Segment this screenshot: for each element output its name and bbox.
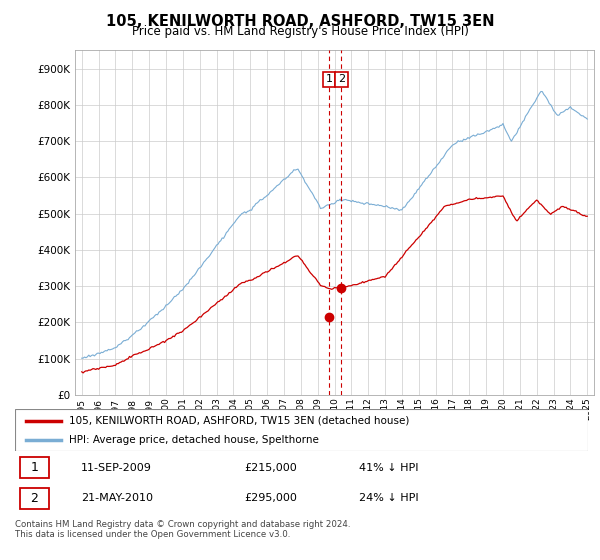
Text: 11-SEP-2009: 11-SEP-2009: [81, 463, 152, 473]
Bar: [20, 458, 49, 478]
Text: 1: 1: [326, 74, 332, 85]
Text: 105, KENILWORTH ROAD, ASHFORD, TW15 3EN: 105, KENILWORTH ROAD, ASHFORD, TW15 3EN: [106, 14, 494, 29]
Text: 105, KENILWORTH ROAD, ASHFORD, TW15 3EN (detached house): 105, KENILWORTH ROAD, ASHFORD, TW15 3EN …: [70, 416, 410, 426]
Text: 2: 2: [338, 74, 345, 85]
Text: 21-MAY-2010: 21-MAY-2010: [81, 493, 153, 503]
Text: HPI: Average price, detached house, Spelthorne: HPI: Average price, detached house, Spel…: [70, 435, 319, 445]
Text: Contains HM Land Registry data © Crown copyright and database right 2024.
This d: Contains HM Land Registry data © Crown c…: [15, 520, 350, 539]
Text: 41% ↓ HPI: 41% ↓ HPI: [359, 463, 418, 473]
Bar: [20, 488, 49, 508]
Text: 2: 2: [31, 492, 38, 505]
Text: Price paid vs. HM Land Registry's House Price Index (HPI): Price paid vs. HM Land Registry's House …: [131, 25, 469, 38]
Text: 24% ↓ HPI: 24% ↓ HPI: [359, 493, 418, 503]
Text: £215,000: £215,000: [244, 463, 297, 473]
Text: £295,000: £295,000: [244, 493, 297, 503]
Text: 1: 1: [31, 461, 38, 474]
